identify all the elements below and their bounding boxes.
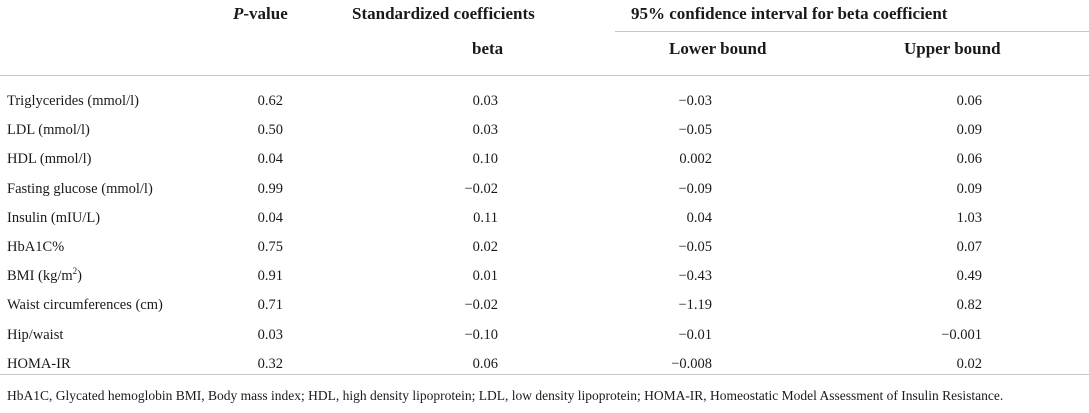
table-footnote: HbA1C, Glycated hemoglobin BMI, Body mas… [7,388,1004,403]
cell-lower: −0.09 [678,181,712,197]
cell-p: 0.03 [257,327,283,343]
table-bottom-rule [0,374,1089,375]
cell-beta: 0.03 [472,93,498,109]
cell-lower: 0.002 [679,151,712,167]
cell-beta: 0.03 [472,122,498,138]
row-label: BMI (kg/m2) [7,266,82,284]
cell-lower: −0.05 [678,239,712,255]
cell-p: 0.62 [257,93,283,109]
cell-beta: 0.11 [473,210,498,226]
cell-p: 0.71 [257,297,283,313]
header-standardized-coefficients: Standardized coefficients [352,4,535,23]
cell-beta: 0.01 [472,268,498,284]
cell-upper: 0.02 [956,356,982,372]
cell-p: 0.04 [257,151,283,167]
row-label: Insulin (mIU/L) [7,210,101,226]
header-pvalue: P-value [233,4,288,23]
cell-upper: 0.49 [956,268,982,284]
cell-lower: −0.03 [678,93,712,109]
cell-beta: −0.10 [464,327,498,343]
row-label: HOMA-IR [7,356,71,372]
cell-upper: 0.07 [956,239,982,255]
cell-upper: 0.82 [956,297,982,313]
cell-lower: −0.05 [678,122,712,138]
header-bottom-rule [0,75,1089,76]
header-ci-underline [615,31,1089,32]
row-label: LDL (mmol/l) [7,122,90,138]
cell-beta: 0.10 [472,151,498,167]
cell-p: 0.75 [257,239,283,255]
cell-upper: 0.06 [956,93,982,109]
row-label: Hip/waist [7,327,64,343]
cell-lower: −0.43 [678,268,712,284]
row-label: Fasting glucose (mmol/l) [7,181,153,197]
header-beta: beta [472,39,504,58]
cell-lower: −0.01 [678,327,712,343]
cell-p: 0.91 [257,268,283,284]
cell-upper: 0.09 [956,122,982,138]
row-label: HDL (mmol/l) [7,151,92,167]
cell-lower: 0.04 [686,210,712,226]
cell-upper: 0.09 [956,181,982,197]
cell-upper: −0.001 [941,327,982,343]
cell-p: 0.99 [257,181,283,197]
cell-beta: −0.02 [464,297,498,313]
cell-p: 0.50 [257,122,283,138]
cell-lower: −1.19 [678,297,712,313]
header-upper-bound: Upper bound [904,39,1001,58]
cell-upper: 1.03 [956,210,982,226]
cell-beta: −0.02 [464,181,498,197]
cell-beta: 0.02 [472,239,498,255]
row-label: Triglycerides (mmol/l) [7,93,139,109]
row-label: Waist circumferences (cm) [7,297,163,313]
header-confidence-interval: 95% confidence interval for beta coeffic… [631,4,948,23]
cell-p: 0.32 [257,356,283,372]
header-lower-bound: Lower bound [669,39,767,58]
cell-beta: 0.06 [472,356,498,372]
cell-p: 0.04 [257,210,283,226]
cell-upper: 0.06 [956,151,982,167]
row-label: HbA1C% [7,239,65,255]
cell-lower: −0.008 [671,356,712,372]
